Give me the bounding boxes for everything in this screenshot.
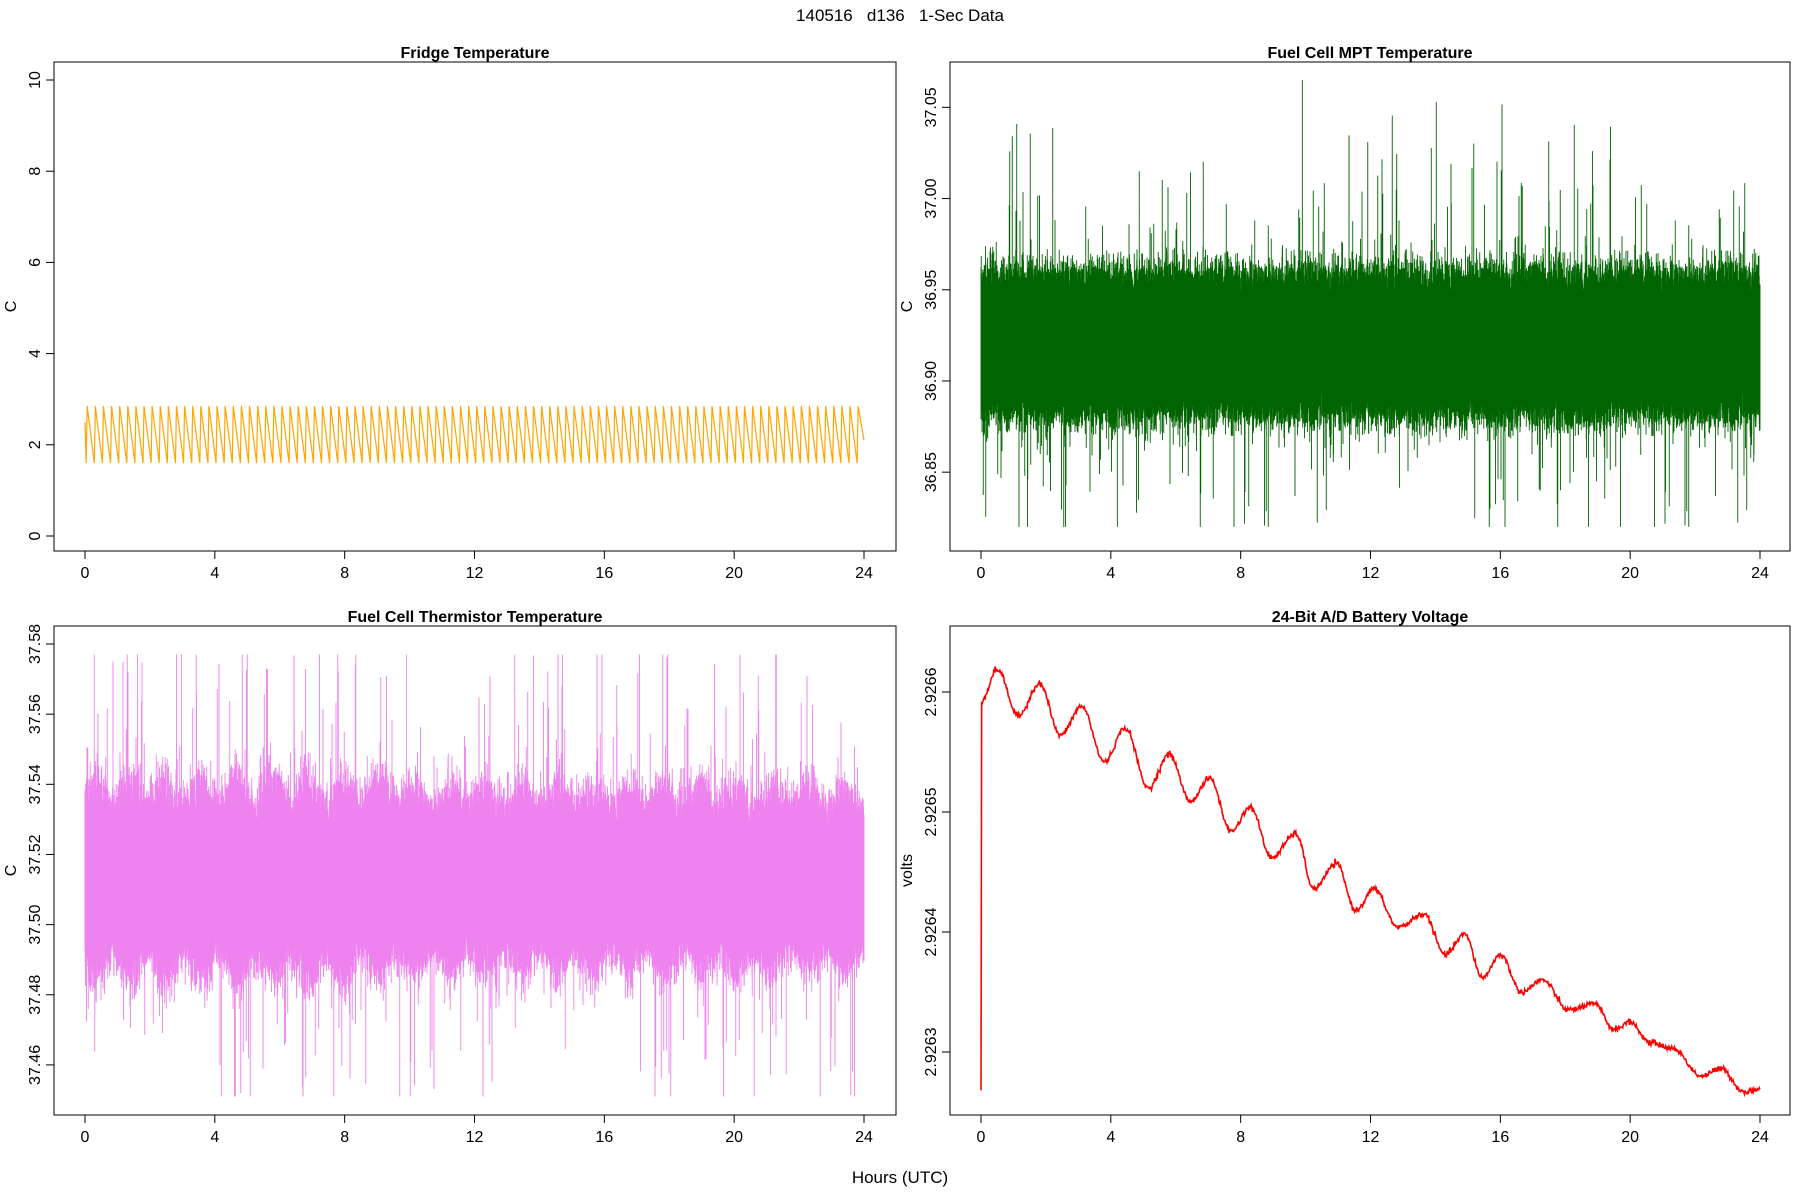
x-tick-label: 8 — [1236, 565, 1245, 582]
x-tick-label: 12 — [466, 565, 484, 582]
panel-title: 24-Bit A/D Battery Voltage — [1272, 609, 1469, 626]
x-tick-label: 12 — [1362, 565, 1380, 582]
y-tick-label: 2.9263 — [923, 1027, 940, 1076]
x-axis-label: Hours (UTC) — [851, 1168, 949, 1187]
x-tick-label: 4 — [210, 1129, 219, 1146]
y-axis-label: C — [3, 301, 20, 313]
x-tick-label: 0 — [977, 1129, 986, 1146]
x-tick-label: 8 — [1236, 1129, 1245, 1146]
x-tick-label: 0 — [81, 1129, 90, 1146]
series-line — [84, 405, 865, 464]
x-tick-label: 0 — [977, 565, 986, 582]
x-tick-label: 20 — [1621, 1129, 1639, 1146]
y-tick-label: 36.95 — [923, 270, 940, 310]
y-tick-label: 6 — [27, 258, 44, 267]
panel-title: Fridge Temperature — [400, 45, 549, 62]
y-tick-label: 37.54 — [27, 764, 44, 804]
x-tick-label: 12 — [466, 1129, 484, 1146]
y-tick-label: 36.85 — [923, 452, 940, 492]
y-tick-label: 37.52 — [27, 834, 44, 874]
y-tick-label: 4 — [27, 349, 44, 358]
x-tick-label: 24 — [1751, 565, 1769, 582]
x-tick-label: 16 — [595, 565, 613, 582]
y-tick-label: 2.9266 — [923, 667, 940, 716]
y-tick-label: 8 — [27, 167, 44, 176]
y-axis-label: C — [899, 301, 916, 313]
y-axis-label: volts — [899, 854, 916, 887]
x-tick-label: 4 — [210, 565, 219, 582]
panel-title: Fuel Cell Thermistor Temperature — [348, 609, 603, 626]
y-tick-label: 37.48 — [27, 975, 44, 1015]
x-tick-label: 24 — [1751, 1129, 1769, 1146]
x-tick-label: 16 — [1491, 1129, 1509, 1146]
x-tick-label: 20 — [725, 565, 743, 582]
figure-title: 140516 d136 1-Sec Data — [796, 6, 1004, 25]
x-tick-label: 16 — [1491, 565, 1509, 582]
x-tick-label: 0 — [81, 565, 90, 582]
series-line — [980, 666, 1761, 1098]
y-tick-label: 0 — [27, 531, 44, 540]
y-tick-label: 2 — [27, 440, 44, 449]
y-tick-label: 37.05 — [923, 87, 940, 127]
y-tick-label: 37.56 — [27, 694, 44, 734]
y-tick-label: 37.00 — [923, 178, 940, 218]
series-band — [84, 654, 865, 1097]
plot-frame — [949, 625, 1791, 1116]
x-tick-label: 24 — [855, 565, 873, 582]
y-tick-label: 10 — [27, 71, 44, 89]
y-tick-label: 2.9264 — [923, 907, 940, 956]
x-tick-label: 4 — [1106, 565, 1115, 582]
x-tick-label: 20 — [1621, 565, 1639, 582]
x-tick-label: 12 — [1362, 1129, 1380, 1146]
y-tick-label: 37.58 — [27, 624, 44, 664]
x-tick-label: 24 — [855, 1129, 873, 1146]
y-tick-label: 37.46 — [27, 1045, 44, 1085]
x-tick-label: 8 — [340, 565, 349, 582]
x-tick-label: 8 — [340, 1129, 349, 1146]
x-tick-label: 16 — [595, 1129, 613, 1146]
y-tick-label: 36.90 — [923, 361, 940, 401]
series-band — [980, 80, 1761, 527]
y-axis-label: C — [3, 865, 20, 877]
x-tick-label: 4 — [1106, 1129, 1115, 1146]
panel-title: Fuel Cell MPT Temperature — [1267, 45, 1472, 62]
y-tick-label: 37.50 — [27, 904, 44, 944]
y-tick-label: 2.9265 — [923, 787, 940, 836]
x-tick-label: 20 — [725, 1129, 743, 1146]
